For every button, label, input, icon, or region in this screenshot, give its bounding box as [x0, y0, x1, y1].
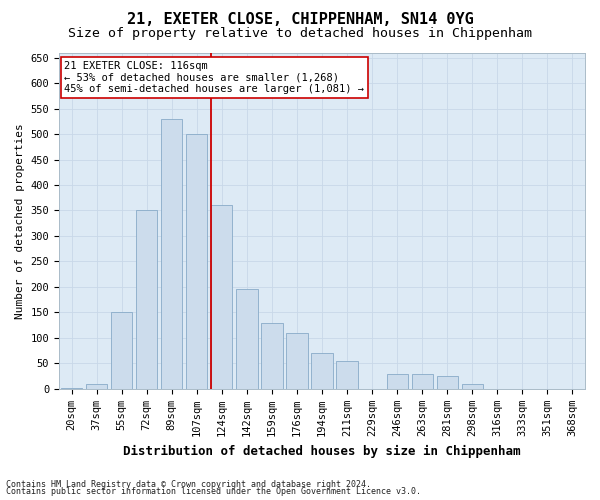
Bar [86, 384, 107, 389]
Bar [337, 361, 358, 389]
Bar [437, 376, 458, 389]
Text: Size of property relative to detached houses in Chippenham: Size of property relative to detached ho… [68, 28, 532, 40]
Bar [61, 388, 82, 389]
Text: Contains public sector information licensed under the Open Government Licence v3: Contains public sector information licen… [6, 487, 421, 496]
Text: Contains HM Land Registry data © Crown copyright and database right 2024.: Contains HM Land Registry data © Crown c… [6, 480, 371, 489]
Y-axis label: Number of detached properties: Number of detached properties [15, 123, 25, 318]
Bar [186, 134, 208, 389]
Text: 21, EXETER CLOSE, CHIPPENHAM, SN14 0YG: 21, EXETER CLOSE, CHIPPENHAM, SN14 0YG [127, 12, 473, 28]
Bar [311, 353, 332, 389]
X-axis label: Distribution of detached houses by size in Chippenham: Distribution of detached houses by size … [123, 444, 521, 458]
Text: 21 EXETER CLOSE: 116sqm
← 53% of detached houses are smaller (1,268)
45% of semi: 21 EXETER CLOSE: 116sqm ← 53% of detache… [64, 61, 364, 94]
Bar [161, 119, 182, 389]
Bar [386, 374, 408, 389]
Bar [286, 333, 308, 389]
Bar [412, 374, 433, 389]
Bar [261, 322, 283, 389]
Bar [211, 206, 232, 389]
Bar [461, 384, 483, 389]
Bar [136, 210, 157, 389]
Bar [236, 290, 257, 389]
Bar [111, 312, 132, 389]
